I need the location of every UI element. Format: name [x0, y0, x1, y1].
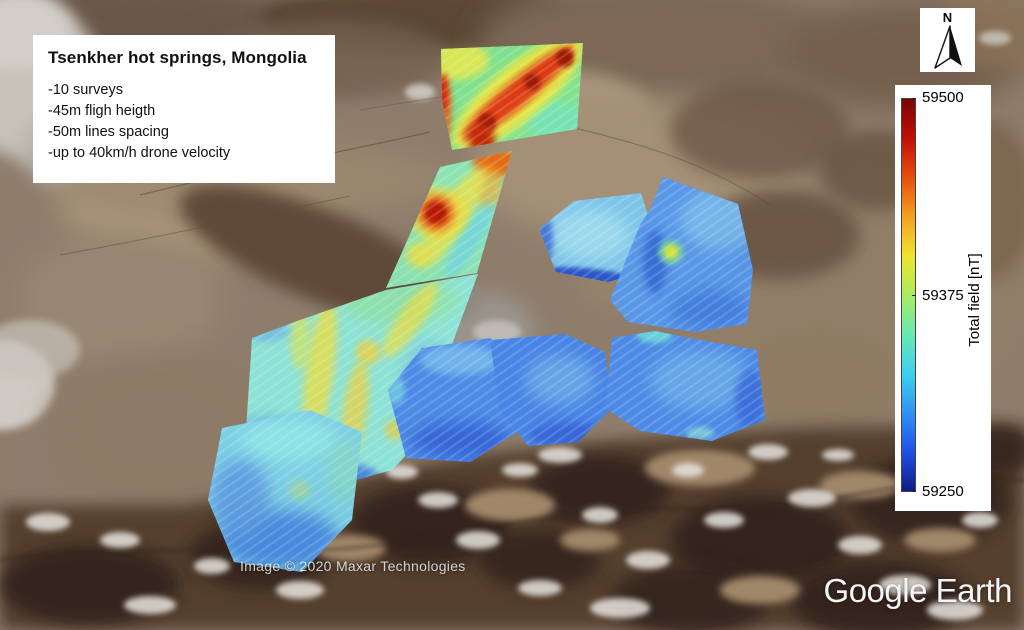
colorbar-tick-max: 59500	[922, 89, 964, 106]
colorbar-panel: 59500 59375 59250 Total field [nT]	[895, 85, 991, 511]
google-earth-logo: Google Earth	[823, 572, 1013, 609]
north-arrow: N	[920, 8, 975, 72]
survey-detail-item: -50m lines spacing	[48, 124, 169, 140]
compass-arrow-icon	[933, 25, 962, 69]
survey-info-box: Tsenkher hot springs, Mongolia -10 surve…	[33, 35, 335, 183]
colorbar-axis-label: Total field [nT]	[966, 253, 983, 347]
colorbar-tickmark	[912, 98, 916, 99]
colorbar-tick-min: 59250	[922, 483, 964, 500]
colorbar-tickmark	[912, 491, 916, 492]
survey-detail-item: -45m fligh heigth	[48, 103, 156, 119]
survey-patch-row-3	[605, 331, 765, 441]
colorbar-tickmark	[912, 295, 916, 296]
colorbar-tick-mid: 59375	[922, 287, 964, 304]
survey-detail-item: -10 surveys	[48, 82, 123, 98]
north-label: N	[942, 10, 953, 25]
survey-overlay	[208, 43, 765, 572]
survey-details-list: -10 surveys -45m fligh heigth -50m lines…	[48, 80, 320, 164]
imagery-attribution: Image © 2020 Maxar Technologies	[240, 558, 466, 574]
survey-detail-item: -up to 40km/h drone velocity	[48, 145, 231, 161]
survey-title: Tsenkher hot springs, Mongolia	[48, 48, 307, 67]
survey-patch-bottom-left	[208, 410, 362, 572]
